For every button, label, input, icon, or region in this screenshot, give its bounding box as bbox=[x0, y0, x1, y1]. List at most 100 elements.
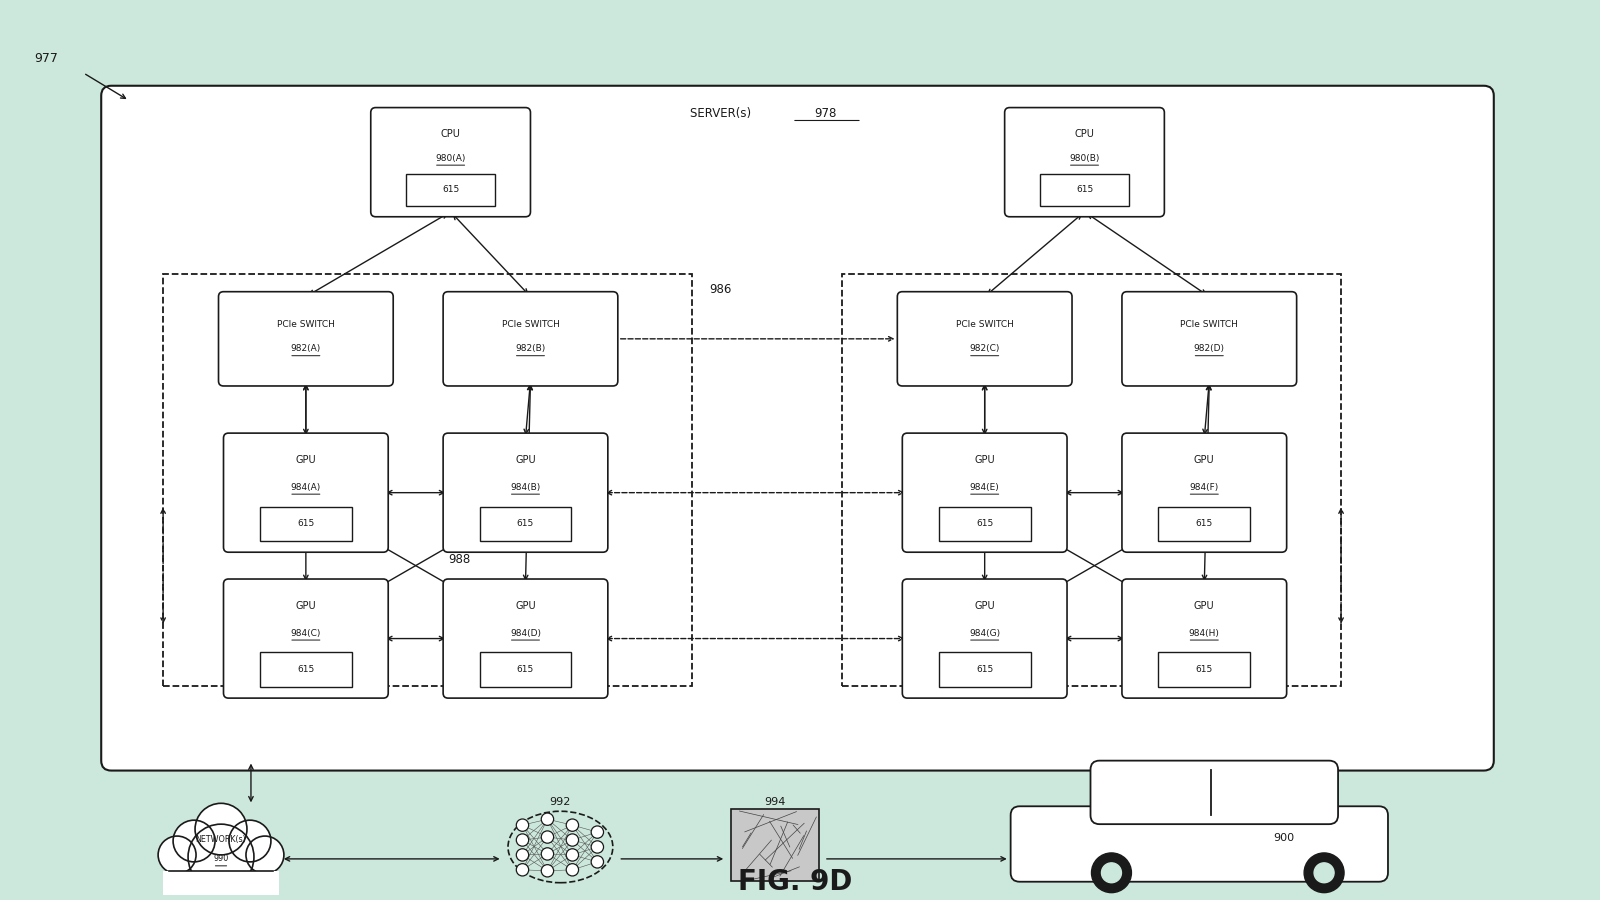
Circle shape bbox=[517, 849, 528, 861]
Text: 982(D): 982(D) bbox=[1194, 345, 1224, 354]
FancyBboxPatch shape bbox=[480, 652, 571, 688]
FancyBboxPatch shape bbox=[1158, 652, 1250, 688]
FancyBboxPatch shape bbox=[224, 433, 389, 553]
Text: NETWORK(s): NETWORK(s) bbox=[195, 834, 246, 843]
Circle shape bbox=[189, 824, 254, 890]
FancyBboxPatch shape bbox=[371, 108, 531, 217]
Text: 615: 615 bbox=[442, 185, 459, 194]
Text: 986: 986 bbox=[709, 283, 731, 296]
FancyBboxPatch shape bbox=[259, 652, 352, 688]
Text: 615: 615 bbox=[1195, 519, 1213, 528]
Text: GPU: GPU bbox=[296, 601, 317, 611]
Text: 984(D): 984(D) bbox=[510, 628, 541, 637]
Circle shape bbox=[517, 864, 528, 876]
Text: PCIe SWITCH: PCIe SWITCH bbox=[1181, 320, 1238, 329]
Text: 615: 615 bbox=[1195, 665, 1213, 674]
Text: FIG. 9D: FIG. 9D bbox=[738, 868, 853, 896]
FancyBboxPatch shape bbox=[224, 579, 389, 698]
FancyBboxPatch shape bbox=[1040, 174, 1130, 206]
Circle shape bbox=[517, 819, 528, 832]
Text: 978: 978 bbox=[814, 107, 837, 120]
Text: 990: 990 bbox=[213, 854, 229, 863]
Circle shape bbox=[517, 834, 528, 846]
Circle shape bbox=[1091, 853, 1131, 893]
Circle shape bbox=[566, 849, 579, 861]
Circle shape bbox=[195, 804, 246, 855]
FancyBboxPatch shape bbox=[939, 652, 1030, 688]
Circle shape bbox=[590, 826, 603, 838]
Text: 980(B): 980(B) bbox=[1069, 154, 1099, 163]
FancyBboxPatch shape bbox=[902, 433, 1067, 553]
FancyBboxPatch shape bbox=[1122, 433, 1286, 553]
Circle shape bbox=[566, 819, 579, 832]
Text: GPU: GPU bbox=[1194, 454, 1214, 465]
Text: 992: 992 bbox=[550, 797, 571, 807]
Text: 984(B): 984(B) bbox=[510, 482, 541, 491]
Text: 977: 977 bbox=[34, 52, 58, 66]
Circle shape bbox=[1101, 863, 1122, 883]
Circle shape bbox=[541, 848, 554, 860]
Text: 900: 900 bbox=[1274, 833, 1294, 843]
Circle shape bbox=[566, 834, 579, 846]
Text: SERVER(s): SERVER(s) bbox=[690, 107, 755, 120]
Circle shape bbox=[1314, 863, 1334, 883]
Circle shape bbox=[541, 831, 554, 843]
Text: 984(F): 984(F) bbox=[1190, 482, 1219, 491]
Text: 984(C): 984(C) bbox=[291, 628, 322, 637]
Circle shape bbox=[590, 856, 603, 868]
Text: 994: 994 bbox=[765, 797, 786, 807]
FancyBboxPatch shape bbox=[443, 579, 608, 698]
Text: 615: 615 bbox=[976, 665, 994, 674]
Text: CPU: CPU bbox=[1075, 130, 1094, 140]
Text: GPU: GPU bbox=[1194, 601, 1214, 611]
Circle shape bbox=[246, 836, 283, 874]
FancyBboxPatch shape bbox=[902, 579, 1067, 698]
Circle shape bbox=[158, 836, 197, 874]
FancyBboxPatch shape bbox=[443, 292, 618, 386]
Text: 615: 615 bbox=[298, 665, 315, 674]
FancyBboxPatch shape bbox=[1005, 108, 1165, 217]
Text: GPU: GPU bbox=[974, 601, 995, 611]
Text: PCIe SWITCH: PCIe SWITCH bbox=[501, 320, 560, 329]
Circle shape bbox=[541, 813, 554, 825]
Text: PCIe SWITCH: PCIe SWITCH bbox=[955, 320, 1014, 329]
Text: 980(A): 980(A) bbox=[435, 154, 466, 163]
Text: 988: 988 bbox=[448, 553, 470, 566]
Circle shape bbox=[1304, 853, 1344, 893]
FancyBboxPatch shape bbox=[1122, 579, 1286, 698]
Circle shape bbox=[566, 864, 579, 876]
Circle shape bbox=[541, 865, 554, 877]
Text: 984(H): 984(H) bbox=[1189, 628, 1219, 637]
Text: GPU: GPU bbox=[974, 454, 995, 465]
Text: 615: 615 bbox=[517, 519, 534, 528]
Text: 982(A): 982(A) bbox=[291, 345, 322, 354]
Text: 615: 615 bbox=[976, 519, 994, 528]
FancyBboxPatch shape bbox=[1158, 507, 1250, 541]
Text: 615: 615 bbox=[298, 519, 315, 528]
FancyBboxPatch shape bbox=[939, 507, 1030, 541]
Text: 984(G): 984(G) bbox=[970, 628, 1000, 637]
FancyBboxPatch shape bbox=[443, 433, 608, 553]
Text: GPU: GPU bbox=[515, 454, 536, 465]
FancyBboxPatch shape bbox=[259, 507, 352, 541]
Circle shape bbox=[229, 820, 270, 862]
Text: 982(C): 982(C) bbox=[970, 345, 1000, 354]
Text: GPU: GPU bbox=[296, 454, 317, 465]
Text: PCIe SWITCH: PCIe SWITCH bbox=[277, 320, 334, 329]
Text: 982(B): 982(B) bbox=[515, 345, 546, 354]
FancyBboxPatch shape bbox=[1011, 806, 1387, 882]
Circle shape bbox=[590, 841, 603, 853]
Text: 615: 615 bbox=[1075, 185, 1093, 194]
Text: CPU: CPU bbox=[440, 130, 461, 140]
FancyBboxPatch shape bbox=[406, 174, 494, 206]
Text: 984(E): 984(E) bbox=[970, 482, 1000, 491]
FancyBboxPatch shape bbox=[898, 292, 1072, 386]
Text: 615: 615 bbox=[517, 665, 534, 674]
FancyBboxPatch shape bbox=[219, 292, 394, 386]
FancyBboxPatch shape bbox=[1122, 292, 1296, 386]
Text: GPU: GPU bbox=[515, 601, 536, 611]
FancyBboxPatch shape bbox=[731, 809, 819, 881]
FancyBboxPatch shape bbox=[480, 507, 571, 541]
Text: 984(A): 984(A) bbox=[291, 482, 322, 491]
Circle shape bbox=[173, 820, 214, 862]
